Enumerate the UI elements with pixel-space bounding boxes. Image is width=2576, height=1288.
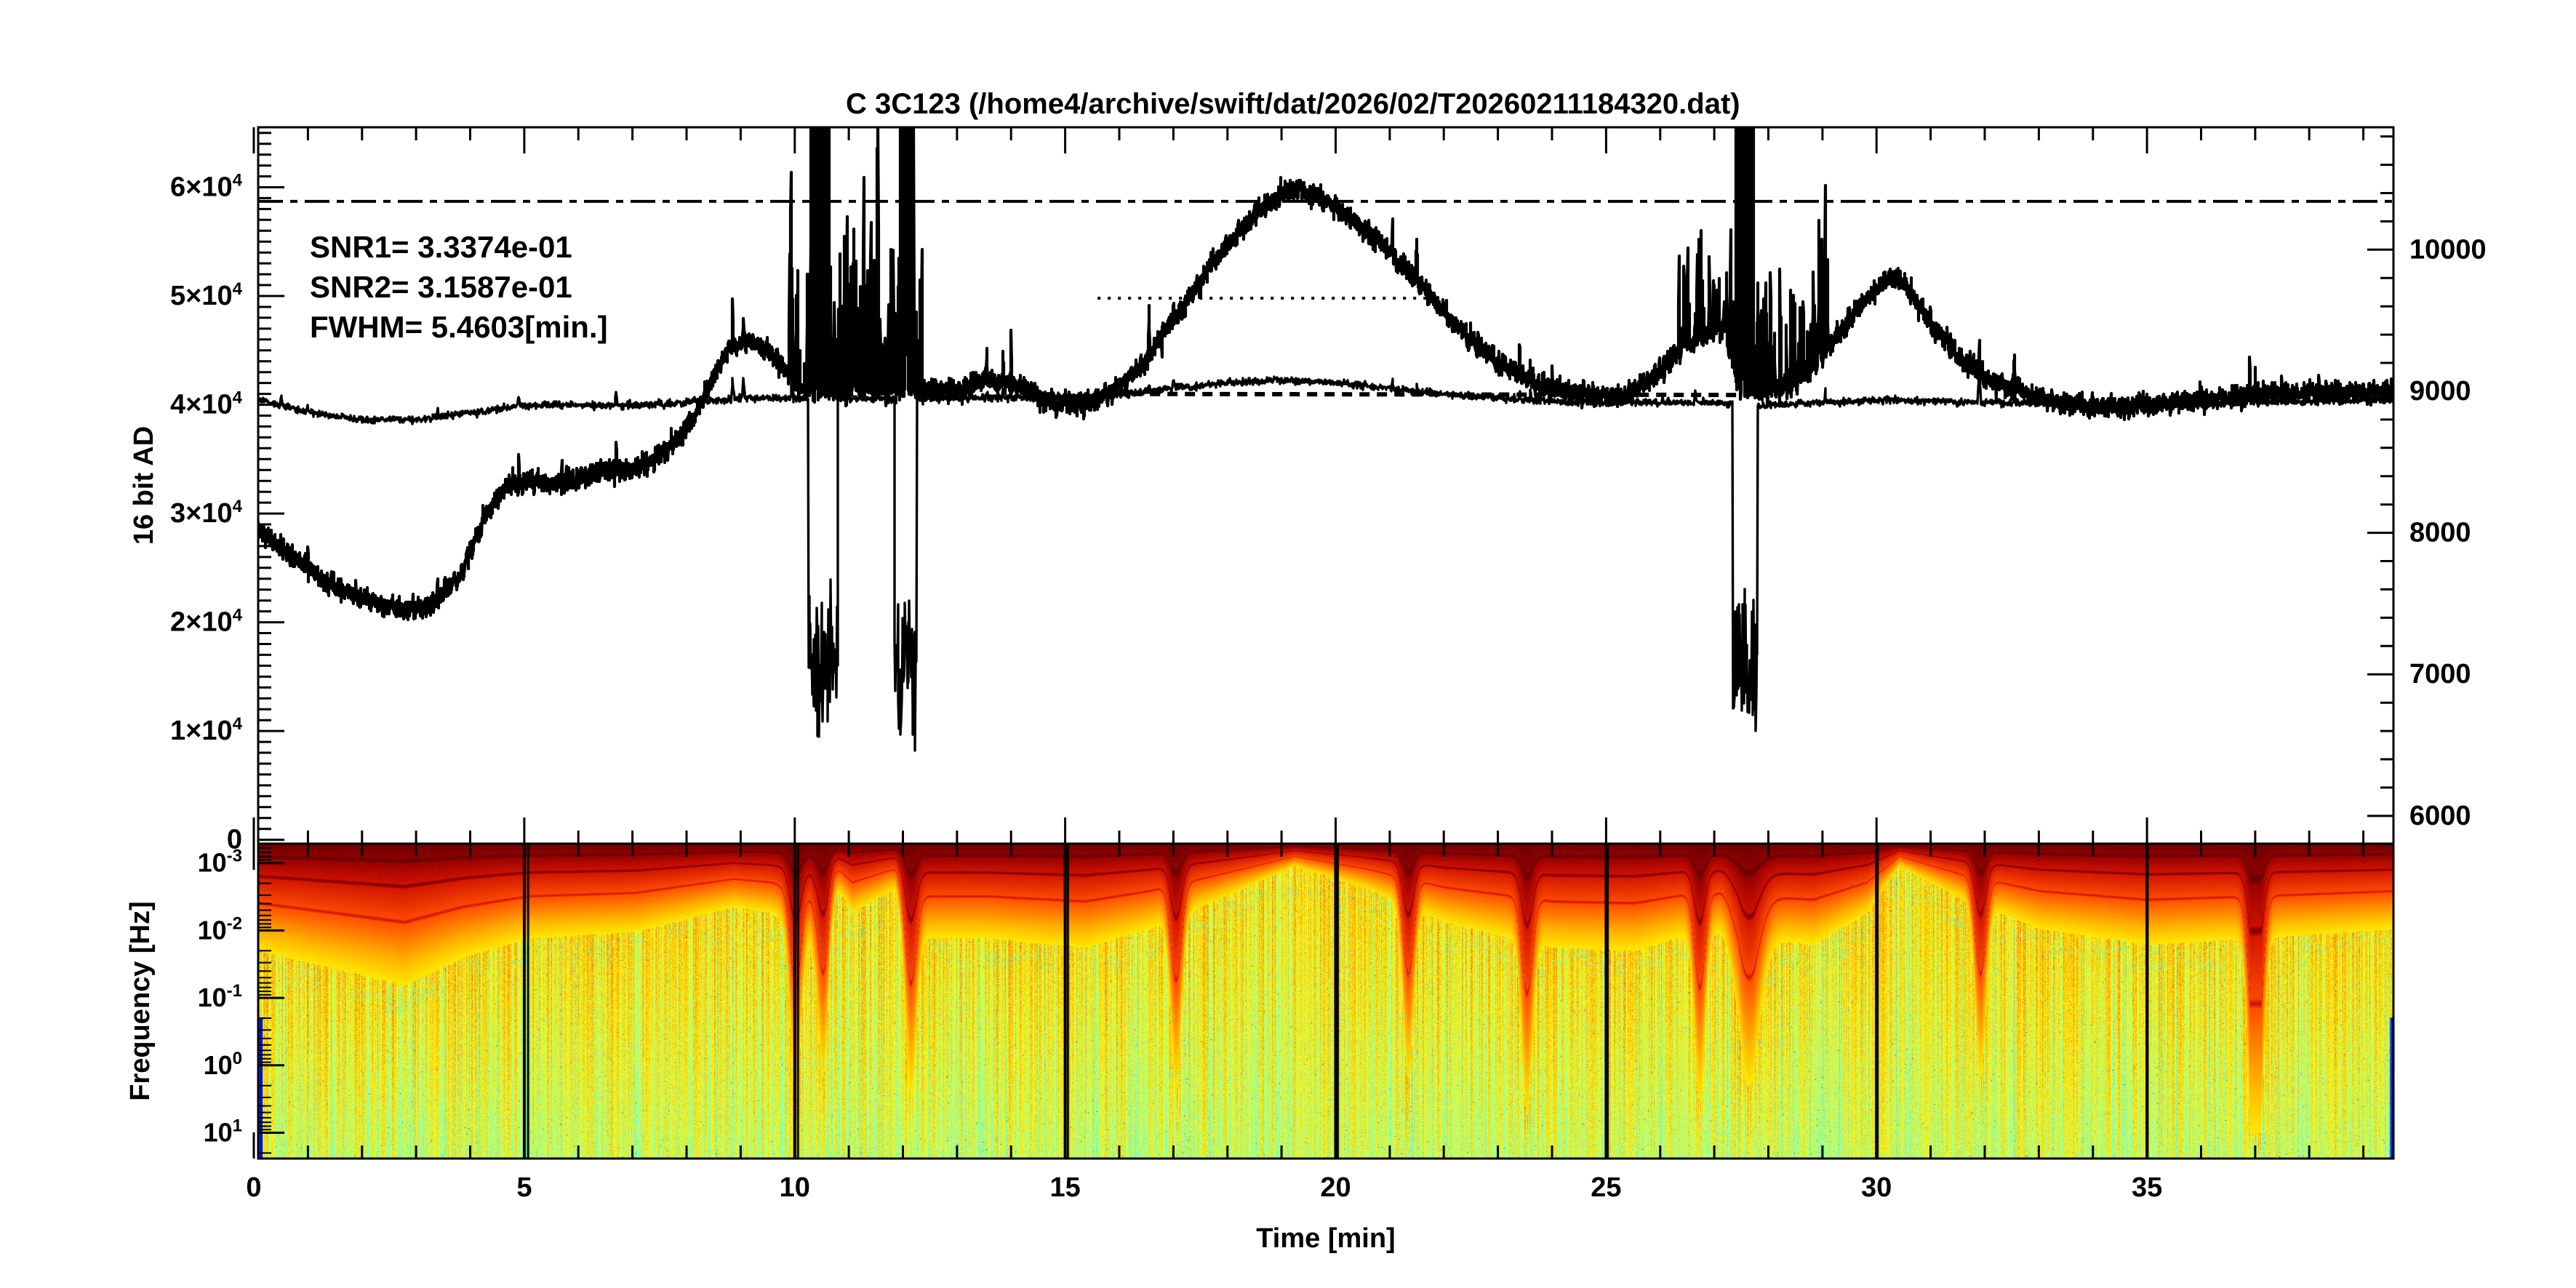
svg-text:Time [min]: Time [min] [1256, 1223, 1395, 1254]
svg-text:2×104: 2×104 [170, 606, 243, 638]
svg-text:9000: 9000 [2409, 376, 2471, 407]
svg-text:15: 15 [1049, 1172, 1080, 1203]
svg-text:10000: 10000 [2409, 234, 2487, 265]
svg-text:SNR2= 3.1587e-01: SNR2= 3.1587e-01 [310, 270, 572, 304]
svg-text:16 bit AD: 16 bit AD [129, 426, 159, 545]
svg-text:10-2: 10-2 [198, 913, 242, 945]
svg-text:5: 5 [516, 1172, 532, 1203]
svg-text:7000: 7000 [2409, 659, 2471, 689]
svg-text:25: 25 [1591, 1172, 1621, 1203]
svg-text:4×104: 4×104 [170, 388, 243, 420]
svg-text:101: 101 [204, 1116, 242, 1148]
svg-text:6000: 6000 [2409, 801, 2471, 831]
svg-text:Frequency [Hz]: Frequency [Hz] [125, 901, 156, 1100]
svg-text:10: 10 [780, 1172, 810, 1203]
svg-text:30: 30 [1861, 1172, 1892, 1203]
svg-text:8000: 8000 [2409, 518, 2471, 548]
svg-text:SNR1= 3.3374e-01: SNR1= 3.3374e-01 [310, 230, 572, 264]
svg-text:0: 0 [246, 1172, 261, 1203]
svg-text:10-1: 10-1 [198, 981, 242, 1012]
svg-text:20: 20 [1320, 1172, 1351, 1203]
svg-text:5×104: 5×104 [170, 279, 243, 311]
svg-text:6×104: 6×104 [170, 171, 243, 203]
svg-text:35: 35 [2132, 1172, 2162, 1203]
svg-text:10-3: 10-3 [198, 847, 242, 878]
svg-text:C 3C123 (/home4/archive/s: C 3C123 (/home4/archive/swift/dat/2026/0… [846, 88, 1740, 120]
svg-text:3×104: 3×104 [170, 497, 243, 529]
svg-text:FWHM= 5.4603[min.]: FWHM= 5.4603[min.] [310, 310, 608, 344]
svg-text:100: 100 [204, 1049, 242, 1080]
svg-text:1×104: 1×104 [170, 714, 243, 746]
